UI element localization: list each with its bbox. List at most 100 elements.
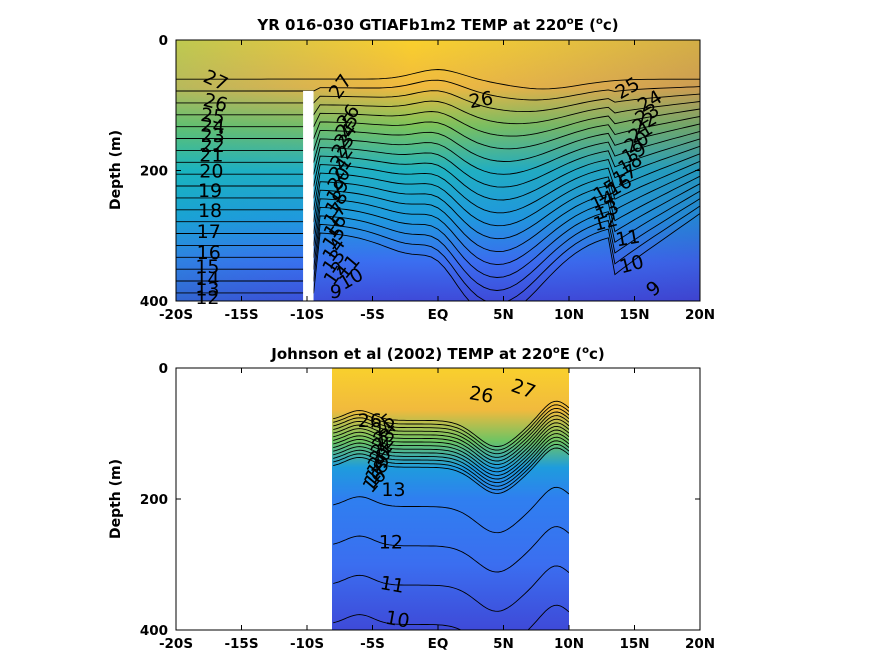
isotherm-line [333,486,569,534]
panel-model-contour-labels: 2726252423222120191817161514131227262524… [195,66,666,309]
isotherm-line [176,130,700,175]
contour-label: 22 [201,135,225,157]
isotherm-line [176,160,700,227]
contour-label: 15 [195,256,219,278]
x-tick-label: -15S [224,307,258,323]
contour-label: 11 [378,572,406,598]
contour-label: 26 [467,87,495,113]
x-tick-label: -10S [290,636,324,652]
x-tick-label: EQ [428,636,449,652]
panel-obs-field [332,368,569,630]
isotherm-line [333,429,569,476]
y-tick-label: 200 [140,492,168,508]
y-tick-label: 0 [159,361,168,377]
y-tick-label: 0 [159,33,168,49]
panel-obs-axes: -20S -15S -10S -5S EQ 5N 10N 15N 20N 0 200 400 [140,361,715,652]
x-tick-label: -15S [224,636,258,652]
isotherm-line [176,183,700,266]
contour-label: 21 [199,145,223,167]
contour-label: 13 [195,278,219,300]
isotherm-line [176,90,700,113]
isotherm-line [333,400,569,447]
x-tick-label: 20N [685,636,715,652]
panel-model-field [176,40,700,301]
x-tick-label: 10N [554,307,584,323]
isotherm-line [333,411,569,458]
contour-label: 20 [199,160,223,182]
isotherm-line [333,422,569,469]
contour-label: 14 [195,268,219,290]
panel-model-title: YR 016-030 GTIAFb1m2 TEMP at 220oE (oc) [256,16,618,34]
contour-label: 24 [200,114,226,138]
x-tick-label: -20S [159,307,193,323]
x-tick-label: EQ [428,307,449,323]
contour-label: 17 [197,221,221,243]
isotherm-line [333,436,569,484]
y-tick-label: 400 [140,294,168,310]
contour-label: 9 [330,281,342,303]
panel-model-contours [176,69,700,301]
contour-label: 26 [358,410,382,432]
isotherm-line [333,440,569,487]
contour-label: 26 [467,382,495,408]
contour-label: 11 [614,226,642,252]
isotherm-line [176,175,700,253]
panel-obs-ylabel: Depth (m) [108,459,124,539]
contour-label: 16 [197,242,221,264]
y-tick-label: 400 [140,623,168,639]
contour-label: 12 [379,531,403,553]
isotherm-line [176,108,700,137]
isotherm-line [333,407,569,455]
contour-label: 25 [199,104,226,129]
contour-label: 12 [195,287,219,309]
x-tick-label: -20S [159,636,193,652]
isotherm-line [176,213,700,301]
y-tick-label: 200 [140,164,168,180]
isotherm-line [176,153,700,214]
panel-obs-contours [333,400,569,630]
isotherm-line [333,404,569,451]
isotherm-line [176,138,700,188]
isotherm-line [333,433,569,480]
x-tick-label: 20N [685,307,715,323]
contour-label: 23 [201,125,225,147]
panel-model: YR 016-030 GTIAFb1m2 TEMP at 220oE (oc) … [108,16,715,323]
isotherm-line [176,79,700,101]
isotherm-line [176,123,700,162]
isotherm-line [333,443,569,491]
panel-model-axes: -20S -15S -10S -5S EQ 5N 10N 15N 20N 0 200 400 [140,33,715,323]
x-tick-label: -10S [290,307,324,323]
isotherm-line [333,447,569,494]
contour-label: 18 [198,200,222,222]
x-tick-label: 15N [619,636,649,652]
panel-model-ylabel: Depth (m) [108,130,124,210]
contour-label: 10 [384,607,412,633]
contour-label: 19 [198,180,222,202]
isotherm-line [333,425,569,473]
isotherm-line [176,198,700,291]
isotherm-line [333,604,569,630]
x-tick-label: -5S [360,636,385,652]
panel-model-data-gap [303,90,314,301]
isotherm-line [176,69,700,90]
isotherm-line [176,168,700,240]
isotherm-line [176,145,700,201]
isotherm-line [176,100,700,125]
panel-obs: Johnson et al (2002) TEMP at 220oE (oc) … [108,345,715,652]
x-tick-label: 10N [554,636,584,652]
x-tick-label: -5S [360,307,385,323]
isotherm-line [333,526,569,573]
x-tick-label: 5N [493,307,514,323]
isotherm-line [333,565,569,612]
isotherm-line [333,418,569,466]
isotherm-line [176,190,700,278]
missing-data-column [303,90,314,301]
isotherm-line [176,116,700,150]
panel-obs-title: Johnson et al (2002) TEMP at 220oE (oc) [270,345,604,363]
isotherm-line [333,415,569,462]
contour-label: 13 [381,479,405,501]
x-tick-label: 15N [619,307,649,323]
isotherm-line [176,205,700,301]
